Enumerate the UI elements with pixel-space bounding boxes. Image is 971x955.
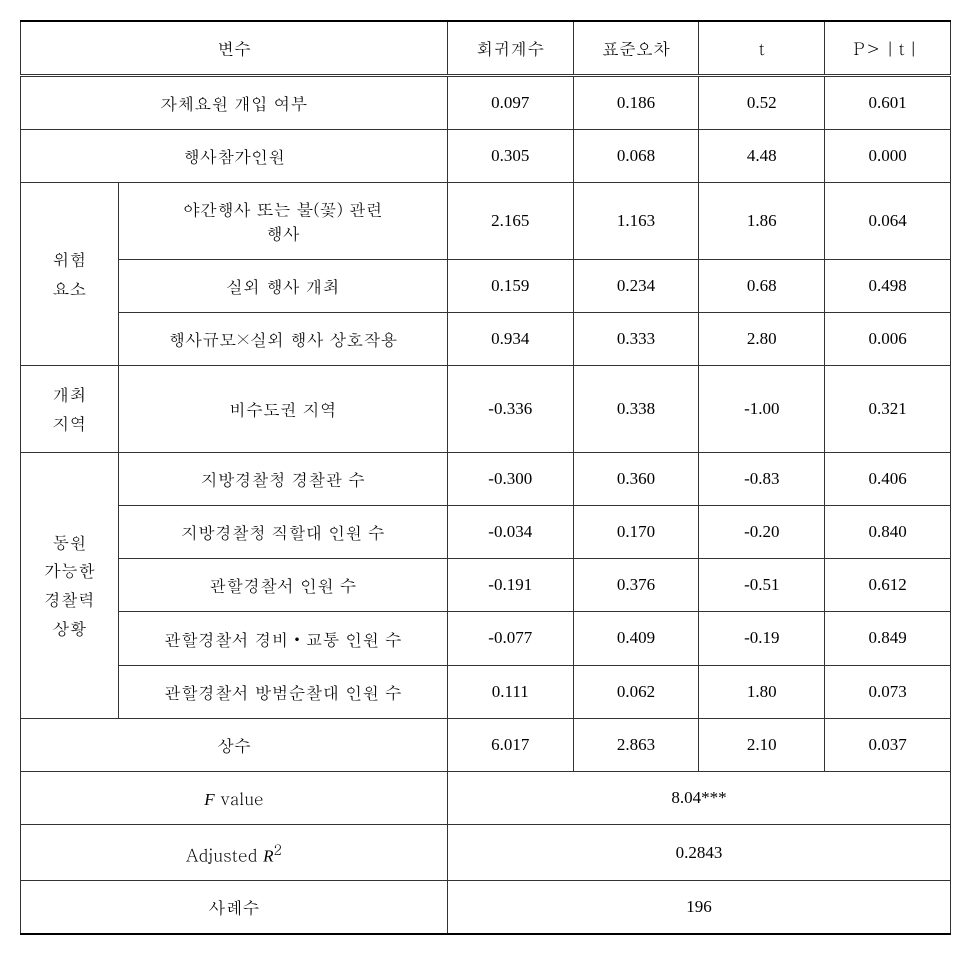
f-value-label: F value — [21, 771, 448, 824]
row-label: 관할경찰서 경비・교통 인원 수 — [118, 611, 447, 665]
cell-stderr: 0.333 — [573, 313, 699, 366]
table-row: 동원가능한경찰력상황 지방경찰청 경찰관 수 -0.300 0.360 -0.8… — [21, 452, 951, 505]
row-label: 실외 행사 개최 — [118, 260, 447, 313]
table-row: 관할경찰서 경비・교통 인원 수 -0.077 0.409 -0.19 0.84… — [21, 611, 951, 665]
cell-t: -1.00 — [699, 366, 825, 453]
summary-row-f: F value 8.04*** — [21, 771, 951, 824]
cell-t: 0.68 — [699, 260, 825, 313]
row-label: 자체요원 개입 여부 — [21, 76, 448, 130]
cell-stderr: 1.163 — [573, 183, 699, 260]
cell-t: -0.83 — [699, 452, 825, 505]
row-label: 지방경찰청 경찰관 수 — [118, 452, 447, 505]
table-header-row: 변수 회귀계수 표준오차 t P＞｜t｜ — [21, 21, 951, 76]
table-row: 행사규모×실외 행사 상호작용 0.934 0.333 2.80 0.006 — [21, 313, 951, 366]
table-row: 위험요소 야간행사 또는 불(꽃) 관련행사 2.165 1.163 1.86 … — [21, 183, 951, 260]
cell-pval: 0.601 — [825, 76, 951, 130]
cell-coef: 2.165 — [447, 183, 573, 260]
regression-table: 변수 회귀계수 표준오차 t P＞｜t｜ 자체요원 개입 여부 0.097 0.… — [20, 20, 951, 935]
cell-coef: -0.077 — [447, 611, 573, 665]
cell-stderr: 0.338 — [573, 366, 699, 453]
cell-t: 1.80 — [699, 665, 825, 718]
cell-stderr: 0.062 — [573, 665, 699, 718]
cell-coef: 6.017 — [447, 718, 573, 771]
table-row: 관할경찰서 인원 수 -0.191 0.376 -0.51 0.612 — [21, 558, 951, 611]
cell-coef: -0.034 — [447, 505, 573, 558]
summary-row-r2: Adjusted R2 0.2843 — [21, 824, 951, 881]
row-label: 행사참가인원 — [21, 130, 448, 183]
cell-pval: 0.000 — [825, 130, 951, 183]
row-label: 상수 — [21, 718, 448, 771]
cell-pval: 0.006 — [825, 313, 951, 366]
col-t: t — [699, 21, 825, 76]
cell-t: 2.80 — [699, 313, 825, 366]
cell-stderr: 2.863 — [573, 718, 699, 771]
cell-coef: -0.336 — [447, 366, 573, 453]
cell-pval: 0.849 — [825, 611, 951, 665]
group-police: 동원가능한경찰력상황 — [21, 452, 119, 718]
table-row: 관할경찰서 방범순찰대 인원 수 0.111 0.062 1.80 0.073 — [21, 665, 951, 718]
adjusted-r2-value: 0.2843 — [447, 824, 950, 881]
summary-row-n: 사례수 196 — [21, 881, 951, 935]
f-value: 8.04*** — [447, 771, 950, 824]
cell-coef: -0.300 — [447, 452, 573, 505]
cell-t: -0.19 — [699, 611, 825, 665]
cell-stderr: 0.186 — [573, 76, 699, 130]
table-row: 실외 행사 개최 0.159 0.234 0.68 0.498 — [21, 260, 951, 313]
cell-pval: 0.073 — [825, 665, 951, 718]
col-coef: 회귀계수 — [447, 21, 573, 76]
row-label: 관할경찰서 방범순찰대 인원 수 — [118, 665, 447, 718]
cell-pval: 0.406 — [825, 452, 951, 505]
col-pval: P＞｜t｜ — [825, 21, 951, 76]
cell-t: 2.10 — [699, 718, 825, 771]
row-label: 행사규모×실외 행사 상호작용 — [118, 313, 447, 366]
cell-t: -0.51 — [699, 558, 825, 611]
cell-pval: 0.037 — [825, 718, 951, 771]
table-row: 개최지역 비수도권 지역 -0.336 0.338 -1.00 0.321 — [21, 366, 951, 453]
cell-pval: 0.840 — [825, 505, 951, 558]
row-label: 야간행사 또는 불(꽃) 관련행사 — [118, 183, 447, 260]
cell-t: 1.86 — [699, 183, 825, 260]
group-risk: 위험요소 — [21, 183, 119, 366]
cell-pval: 0.612 — [825, 558, 951, 611]
row-label: 관할경찰서 인원 수 — [118, 558, 447, 611]
table-row: 상수 6.017 2.863 2.10 0.037 — [21, 718, 951, 771]
cell-coef: -0.191 — [447, 558, 573, 611]
cell-coef: 0.159 — [447, 260, 573, 313]
cell-stderr: 0.068 — [573, 130, 699, 183]
cell-coef: 0.097 — [447, 76, 573, 130]
cell-pval: 0.498 — [825, 260, 951, 313]
cell-pval: 0.064 — [825, 183, 951, 260]
cell-stderr: 0.234 — [573, 260, 699, 313]
sample-size-value: 196 — [447, 881, 950, 935]
cell-stderr: 0.170 — [573, 505, 699, 558]
cell-coef: 0.111 — [447, 665, 573, 718]
adjusted-r2-label: Adjusted R2 — [21, 824, 448, 881]
cell-t: -0.20 — [699, 505, 825, 558]
cell-pval: 0.321 — [825, 366, 951, 453]
group-region: 개최지역 — [21, 366, 119, 453]
table-row: 자체요원 개입 여부 0.097 0.186 0.52 0.601 — [21, 76, 951, 130]
table-row: 행사참가인원 0.305 0.068 4.48 0.000 — [21, 130, 951, 183]
sample-size-label: 사례수 — [21, 881, 448, 935]
row-label: 지방경찰청 직할대 인원 수 — [118, 505, 447, 558]
cell-t: 4.48 — [699, 130, 825, 183]
col-stderr: 표준오차 — [573, 21, 699, 76]
row-label: 비수도권 지역 — [118, 366, 447, 453]
cell-t: 0.52 — [699, 76, 825, 130]
cell-stderr: 0.409 — [573, 611, 699, 665]
cell-stderr: 0.360 — [573, 452, 699, 505]
table-row: 지방경찰청 직할대 인원 수 -0.034 0.170 -0.20 0.840 — [21, 505, 951, 558]
cell-coef: 0.934 — [447, 313, 573, 366]
col-variable: 변수 — [21, 21, 448, 76]
cell-coef: 0.305 — [447, 130, 573, 183]
cell-stderr: 0.376 — [573, 558, 699, 611]
